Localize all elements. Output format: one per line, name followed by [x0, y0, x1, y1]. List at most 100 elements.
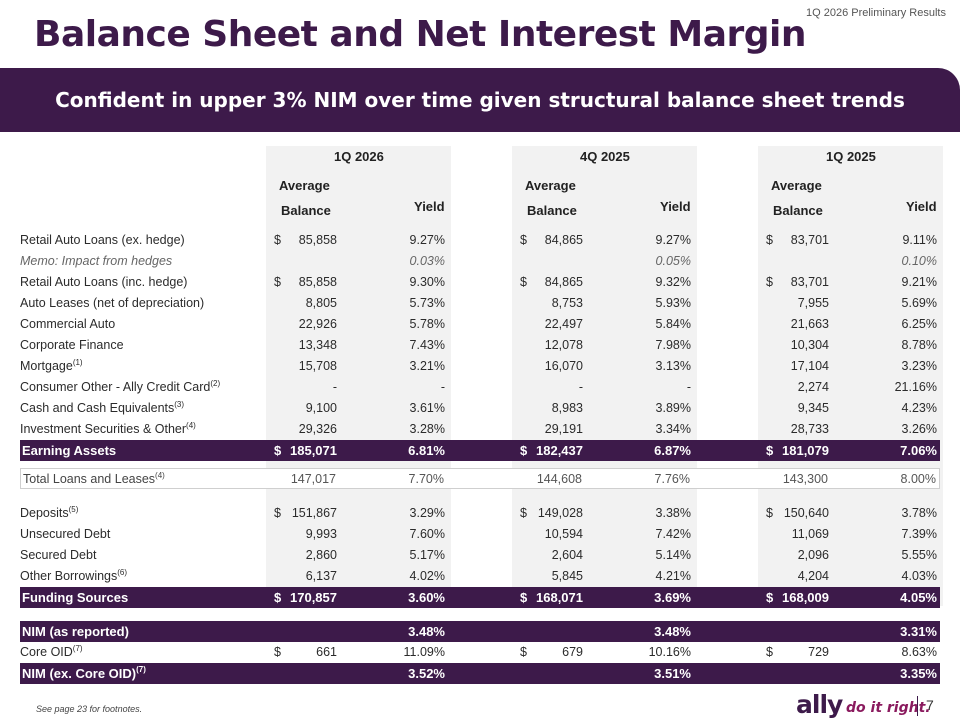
average-balance-value: 9,100	[305, 401, 337, 415]
yield-value: 0.03%	[409, 254, 445, 268]
yield-label: Yield	[660, 199, 691, 214]
row-label: Earning Assets	[22, 443, 117, 458]
average-balance-value: 2,604	[551, 548, 583, 562]
row-label: Commercial Auto	[20, 317, 116, 331]
currency-symbol: $	[520, 645, 527, 659]
currency-symbol: $	[520, 443, 528, 458]
yield-value: 3.23%	[901, 359, 937, 373]
yield-value: 3.34%	[655, 422, 691, 436]
currency-symbol: $	[766, 590, 774, 605]
banner-text: Confident in upper 3% NIM over time give…	[55, 88, 905, 112]
currency-symbol: $	[766, 645, 773, 659]
yield-value: 3.61%	[409, 401, 445, 415]
average-balance-value: 185,071	[290, 443, 337, 458]
yield-value: 4.02%	[409, 569, 445, 583]
table-row: Retail Auto Loans (inc. hedge) $85,858 9.3…	[20, 272, 940, 293]
yield-value: 3.52%	[408, 666, 445, 681]
row-label: Investment Securities & Other	[20, 422, 187, 436]
yield-value: 7.42%	[655, 527, 691, 541]
yield-value: 3.69%	[654, 590, 691, 605]
row-label: Unsecured Debt	[20, 527, 111, 541]
currency-symbol: $	[274, 275, 281, 289]
ally-logo: ally	[796, 690, 843, 719]
average-balance-value: 12,078	[544, 338, 583, 352]
row-label: Other Borrowings	[20, 569, 118, 583]
table-row: Memo: Impact from hedges 0.03% 0.05% 0.10%	[20, 251, 940, 272]
yield-value: 5.69%	[901, 296, 937, 310]
table-row: Other Borrowings(6) 6,137 4.02% 5,845 4.21% 4…	[20, 566, 940, 587]
footnote-ref: (7)	[72, 644, 83, 653]
table-row: Total Loans and Leases(4) 147,017 7.70% 144…	[20, 468, 940, 489]
average-balance-value: 5,845	[551, 569, 583, 583]
row-label: NIM (as reported)	[22, 624, 129, 639]
yield-value: 3.89%	[655, 401, 691, 415]
average-balance-value: 13,348	[298, 338, 337, 352]
yield-value: 11.09%	[403, 645, 445, 659]
average-balance-value: 9,993	[305, 527, 337, 541]
average-balance-value: 85,858	[298, 233, 337, 247]
yield-value: 5.73%	[409, 296, 445, 310]
row-label: Memo: Impact from hedges	[20, 254, 173, 268]
row-label: NIM (ex. Core OID)	[22, 666, 137, 681]
average-balance-value: 29,191	[544, 422, 583, 436]
average-balance-value: 29,326	[298, 422, 337, 436]
average-label: Average	[771, 178, 822, 193]
table-row: Retail Auto Loans (ex. hedge) $85,858 9.27…	[20, 230, 940, 251]
average-balance-value: 147,017	[290, 472, 336, 486]
yield-value: 3.35%	[900, 666, 937, 681]
footnote-ref: (7)	[136, 665, 146, 674]
row-label-wrap: NIM (ex. Core OID)(7)	[22, 665, 146, 682]
footer-divider	[917, 696, 918, 716]
yield-value: 5.17%	[409, 548, 445, 562]
average-balance-value: -	[332, 380, 337, 394]
yield-value: 3.21%	[409, 359, 445, 373]
average-balance-value: 181,079	[782, 443, 829, 458]
table-row: Deposits(5) $151,867 3.29% $149,028 3.38% $15…	[20, 503, 940, 524]
yield-value: 5.55%	[901, 548, 937, 562]
table-row: Secured Debt 2,860 5.17% 2,604 5.14% 2,096 5.5…	[20, 545, 940, 566]
average-balance-value: 22,497	[544, 317, 583, 331]
yield-value: 3.48%	[654, 624, 691, 639]
yield-value: 9.27%	[655, 233, 691, 247]
yield-value: 3.48%	[408, 624, 445, 639]
yield-value: 3.29%	[409, 506, 445, 520]
footnote-ref: (3)	[174, 400, 185, 409]
yield-value: 3.51%	[654, 666, 691, 681]
average-balance-value: 6,137	[305, 569, 337, 583]
average-balance-value: 22,926	[298, 317, 337, 331]
yield-value: 3.31%	[900, 624, 937, 639]
yield-value: -	[686, 380, 691, 394]
row-label: Auto Leases (net of depreciation)	[20, 296, 205, 310]
yield-value: 4.23%	[901, 401, 937, 415]
average-balance-value: 150,640	[783, 506, 829, 520]
row-label: Core OID	[20, 645, 73, 659]
average-balance-value: 170,857	[290, 590, 337, 605]
yield-value: 9.21%	[901, 275, 937, 289]
average-balance-value: 182,437	[536, 443, 583, 458]
yield-value: 5.84%	[655, 317, 691, 331]
yield-value: 6.81%	[408, 443, 445, 458]
yield-value: 8.00%	[900, 472, 936, 486]
average-balance-value: 84,865	[544, 233, 583, 247]
balance-label: Balance	[281, 203, 331, 218]
row-label-wrap: Core OID(7)	[20, 644, 83, 660]
yield-value: 8.63%	[901, 645, 937, 659]
table-row: Earning Assets $185,071 6.81% $182,437 6.87%…	[20, 440, 940, 461]
average-balance-value: 83,701	[790, 275, 829, 289]
average-label: Average	[279, 178, 330, 193]
average-balance-value: 149,028	[537, 506, 583, 520]
yield-value: 7.06%	[900, 443, 937, 458]
period-header-1q2026: 1Q 2026	[334, 149, 384, 164]
row-label: Mortgage	[20, 359, 73, 373]
brand-tagline: do it right.	[846, 700, 931, 716]
yield-value: 3.26%	[901, 422, 937, 436]
yield-value: 5.78%	[409, 317, 445, 331]
average-balance-value: 15,708	[298, 359, 337, 373]
balance-label: Balance	[527, 203, 577, 218]
average-balance-value: 8,753	[551, 296, 583, 310]
yield-value: 7.39%	[901, 527, 937, 541]
footnote: See page 23 for footnotes.	[36, 704, 143, 714]
yield-value: 7.70%	[408, 472, 444, 486]
currency-symbol: $	[766, 443, 774, 458]
page-number: 7	[926, 697, 934, 713]
